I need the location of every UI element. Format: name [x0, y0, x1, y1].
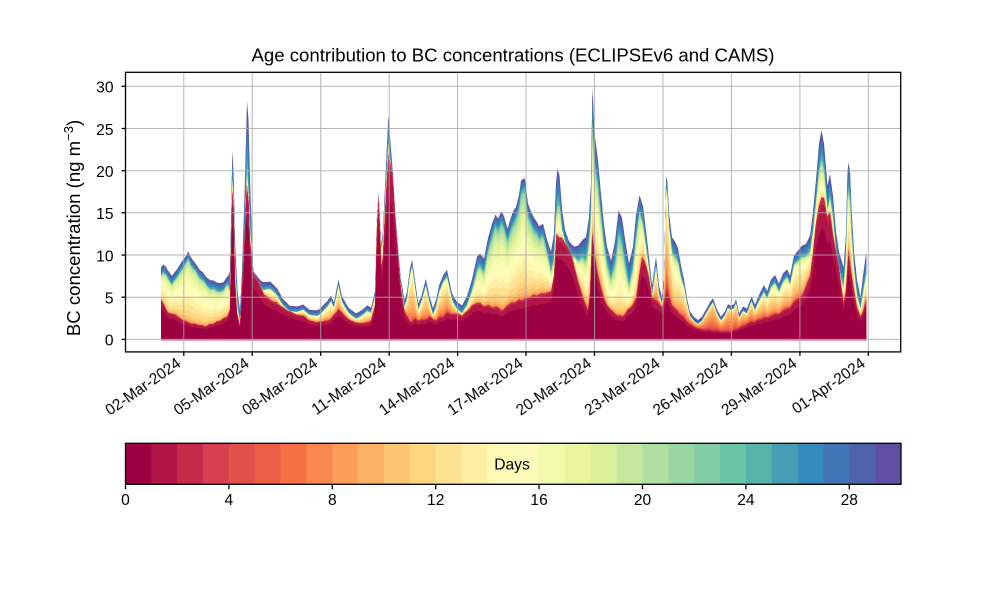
svg-text:30: 30: [96, 80, 114, 97]
svg-text:20: 20: [634, 492, 652, 509]
svg-text:Days: Days: [494, 457, 530, 474]
svg-text:0: 0: [121, 492, 130, 509]
svg-text:4: 4: [225, 492, 234, 509]
svg-text:Age contribution to BC concent: Age contribution to BC concentrations (E…: [252, 44, 775, 65]
svg-text:20: 20: [96, 164, 114, 181]
svg-text:25: 25: [96, 122, 114, 139]
svg-text:0: 0: [105, 333, 114, 350]
svg-text:24: 24: [737, 492, 755, 509]
svg-text:15: 15: [96, 206, 114, 223]
svg-text:8: 8: [328, 492, 337, 509]
svg-text:12: 12: [427, 492, 444, 509]
svg-text:28: 28: [841, 492, 858, 509]
svg-text:5: 5: [105, 291, 114, 308]
svg-text:16: 16: [530, 492, 547, 509]
svg-text:10: 10: [96, 248, 114, 265]
svg-text:BC concentration (ng m−3): BC concentration (ng m−3): [61, 120, 84, 336]
